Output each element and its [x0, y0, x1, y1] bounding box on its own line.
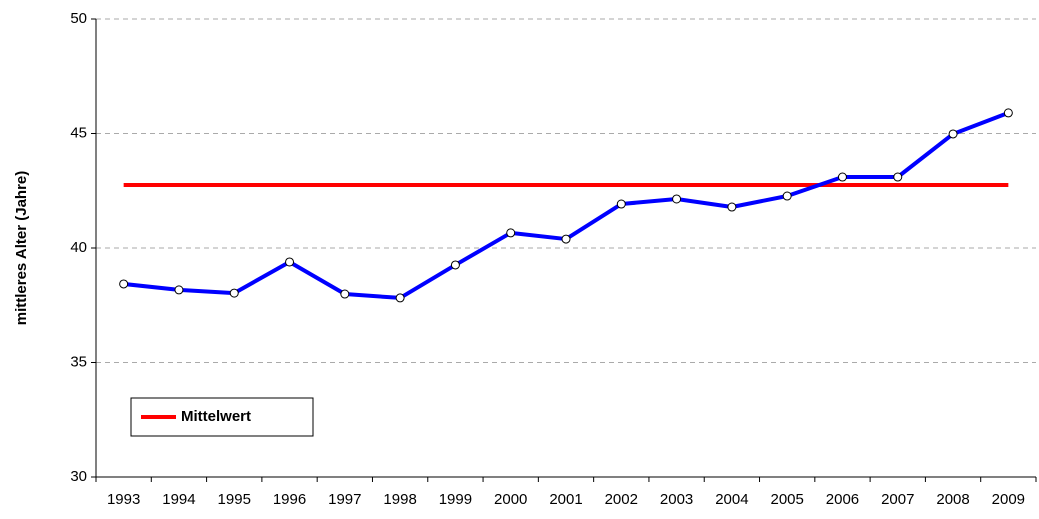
data-point [229, 288, 239, 298]
x-tick-label: 2009 [992, 491, 1025, 508]
x-tick-label: 2002 [605, 491, 638, 508]
data-point [174, 285, 184, 295]
x-tick-label: 2007 [881, 491, 914, 508]
x-tick-label: 2005 [770, 491, 803, 508]
data-point [285, 257, 295, 267]
data-point [506, 228, 516, 238]
y-tick-label: 40 [70, 239, 87, 256]
y-tick-label: 45 [70, 124, 87, 141]
x-tick-label: 1998 [383, 491, 416, 508]
data-point [395, 293, 405, 303]
data-point [450, 260, 460, 270]
y-tick-label: 30 [70, 468, 87, 485]
y-tick-label: 35 [70, 353, 87, 370]
x-tick-label: 1994 [162, 491, 195, 508]
data-line [123, 111, 1010, 300]
x-tick-label: 2000 [494, 491, 527, 508]
x-tick-label: 1999 [439, 491, 472, 508]
data-point [948, 129, 958, 139]
y-tick-label: 50 [70, 10, 87, 27]
data-point [893, 172, 903, 182]
data-point [561, 234, 571, 244]
legend-label: Mittelwert [181, 408, 251, 425]
x-tick-label: 2004 [715, 491, 748, 508]
x-tick-label: 2006 [826, 491, 859, 508]
data-point [837, 172, 847, 182]
data-point [119, 279, 129, 289]
y-axis-label: mittleres Alter (Jahre) [13, 171, 30, 326]
x-tick-label: 1993 [107, 491, 140, 508]
data-point [672, 194, 682, 204]
x-tick-label: 1995 [218, 491, 251, 508]
x-tick-label: 2001 [549, 491, 582, 508]
x-tick-label: 2003 [660, 491, 693, 508]
data-point [616, 199, 626, 209]
x-tick-label: 1996 [273, 491, 306, 508]
legend: Mittelwert [130, 397, 314, 437]
data-point [727, 202, 737, 212]
data-point [340, 289, 350, 299]
x-tick-label: 2008 [936, 491, 969, 508]
data-point [782, 191, 792, 201]
data-point [1003, 108, 1013, 118]
x-tick-label: 1997 [328, 491, 361, 508]
